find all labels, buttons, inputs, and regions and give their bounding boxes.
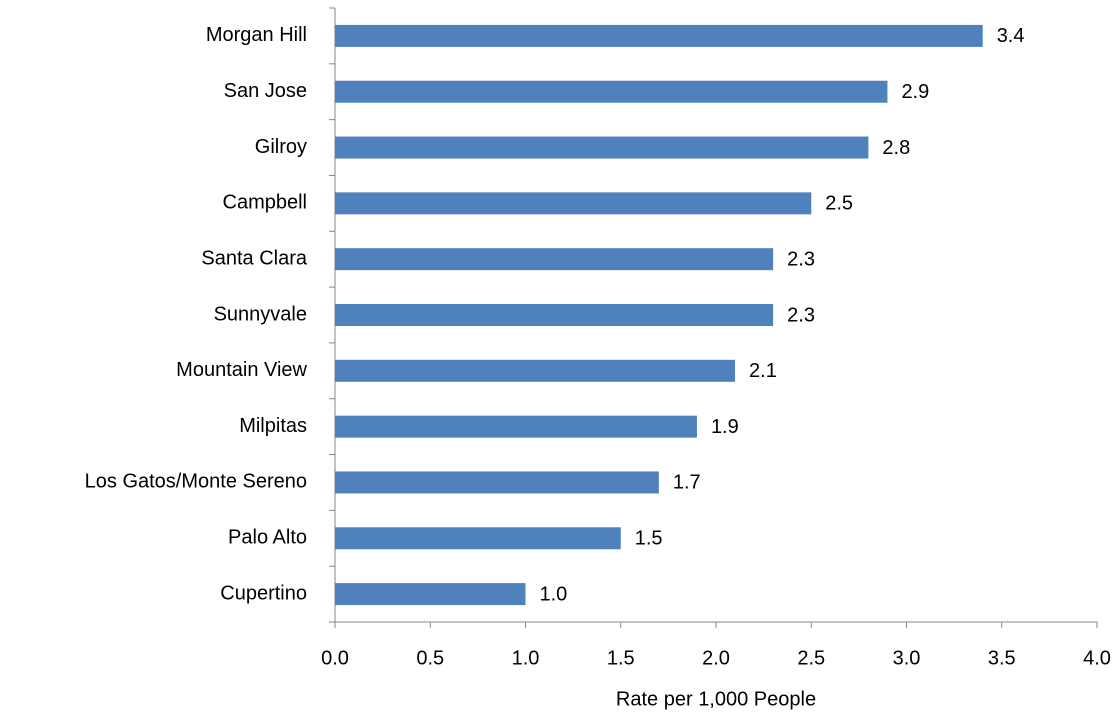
data-label: 2.9 [901,81,929,103]
bar [335,415,697,438]
x-tick-label: 3.0 [893,647,921,669]
y-tick-label: Cupertino [220,582,307,604]
y-tick-label: Mountain View [176,359,307,381]
x-tick-label: 2.5 [797,647,825,669]
x-axis-title: Rate per 1,000 People [616,688,816,710]
bar [335,248,774,271]
x-tick-label: 0.5 [416,647,444,669]
y-tick-label: Gilroy [255,136,307,158]
data-label: 3.4 [997,25,1025,47]
data-label: 1.5 [635,528,663,550]
data-label: 1.0 [540,583,568,605]
data-label: 2.8 [882,137,910,159]
data-label: 1.7 [673,472,701,494]
bar [335,471,659,494]
y-tick-label: Palo Alto [228,527,307,549]
x-tick-label: 1.5 [607,647,635,669]
x-tick-label: 0.0 [321,647,349,669]
bar [335,304,774,326]
bar [335,192,812,215]
data-label: 2.3 [787,248,815,270]
bar [335,80,888,103]
bar [335,359,736,382]
y-tick-label: Santa Clara [201,247,307,269]
x-tick-label: 2.0 [702,647,730,669]
x-tick-label: 4.0 [1083,647,1111,669]
y-tick-label: Sunnyvale [214,303,307,325]
bar [335,136,869,159]
y-tick-label: Milpitas [239,415,307,437]
y-tick-label: Los Gatos/Monte Sereno [85,471,307,493]
y-tick-label: Campbell [223,192,307,214]
data-label: 2.1 [749,360,777,382]
bar [335,527,621,550]
bar [335,583,526,606]
y-tick-label: San Jose [224,80,307,102]
data-label: 2.5 [825,193,853,215]
y-tick-label: Morgan Hill [206,24,307,46]
data-label: 1.9 [711,416,739,438]
x-tick-label: 1.0 [512,647,540,669]
data-label: 2.3 [787,304,815,326]
bar [335,24,983,47]
x-tick-label: 3.5 [988,647,1016,669]
